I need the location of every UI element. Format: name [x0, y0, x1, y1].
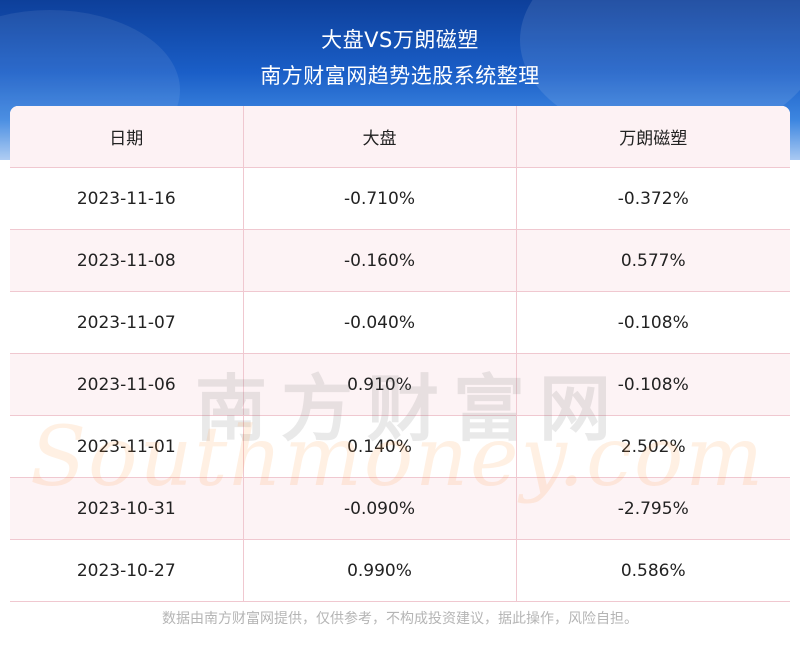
cell-stock-change: -0.108% [515, 353, 790, 416]
table-row: 2023-11-08 -0.160% 0.577% [10, 229, 790, 292]
cell-date: 2023-11-01 [10, 415, 243, 478]
cell-stock-change: 0.586% [515, 539, 790, 602]
cell-stock-change: -2.795% [515, 477, 790, 540]
cell-market-change: -0.160% [242, 229, 516, 292]
column-header-date: 日期 [10, 106, 243, 168]
column-header-stock: 万朗磁塑 [515, 106, 790, 168]
comparison-table: 日期 大盘 万朗磁塑 2023-11-16 -0.710% -0.372% 20… [10, 106, 790, 602]
table-row: 2023-11-07 -0.040% -0.108% [10, 291, 790, 354]
cell-market-change: 0.140% [242, 415, 516, 478]
cell-date: 2023-11-08 [10, 229, 243, 292]
cell-date: 2023-11-07 [10, 291, 243, 354]
cell-market-change: -0.090% [242, 477, 516, 540]
cell-date: 2023-11-06 [10, 353, 243, 416]
cell-stock-change: -0.372% [515, 167, 790, 230]
cell-stock-change: -0.108% [515, 291, 790, 354]
table-row: 2023-10-31 -0.090% -2.795% [10, 477, 790, 540]
footer-disclaimer: 数据由南方财富网提供，仅供参考，不构成投资建议，据此操作，风险自担。 [162, 611, 638, 627]
page-title: 大盘VS万朗磁塑 [321, 28, 479, 52]
table-row: 2023-11-01 0.140% 2.502% [10, 415, 790, 478]
column-header-market: 大盘 [242, 106, 516, 168]
cell-stock-change: 2.502% [515, 415, 790, 478]
table-row: 2023-10-27 0.990% 0.586% [10, 539, 790, 602]
cell-market-change: -0.710% [242, 167, 516, 230]
table-row: 2023-11-06 0.910% -0.108% [10, 353, 790, 416]
header-banner: 大盘VS万朗磁塑 南方财富网趋势选股系统整理 [0, 0, 800, 160]
cell-stock-change: 0.577% [515, 229, 790, 292]
cell-market-change: 0.990% [242, 539, 516, 602]
page-subtitle: 南方财富网趋势选股系统整理 [260, 64, 540, 88]
cell-market-change: -0.040% [242, 291, 516, 354]
cell-market-change: 0.910% [242, 353, 516, 416]
cell-date: 2023-11-16 [10, 167, 243, 230]
cell-date: 2023-10-27 [10, 539, 243, 602]
table-row: 2023-11-16 -0.710% -0.372% [10, 167, 790, 230]
table-header-row: 日期 大盘 万朗磁塑 [10, 106, 790, 168]
data-table-card: 日期 大盘 万朗磁塑 2023-11-16 -0.710% -0.372% 20… [10, 106, 790, 602]
cell-date: 2023-10-31 [10, 477, 243, 540]
